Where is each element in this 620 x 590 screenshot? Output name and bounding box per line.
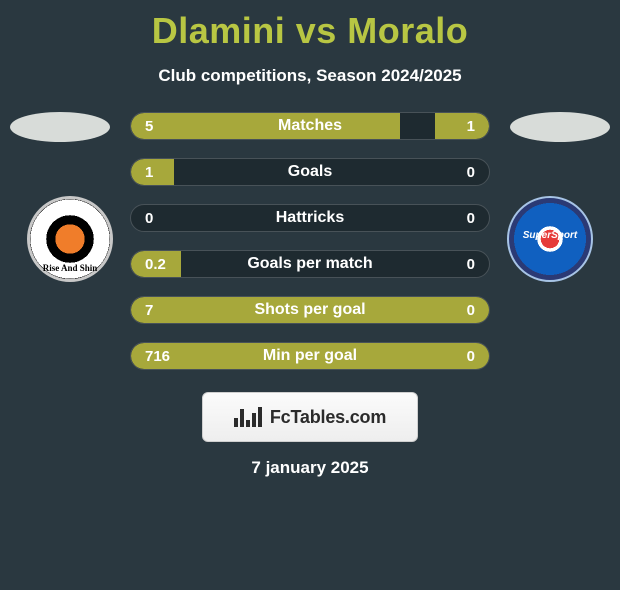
stat-row: 7160Min per goal <box>130 342 490 370</box>
subtitle: Club competitions, Season 2024/2025 <box>0 66 620 86</box>
stat-row: 70Shots per goal <box>130 296 490 324</box>
date-label: 7 january 2025 <box>0 458 620 478</box>
comparison-panel: 51Matches 10Goals 00Hattricks 0.20Goals per… <box>0 112 620 478</box>
stat-label: Matches <box>131 117 489 135</box>
club-badge-right <box>500 196 600 282</box>
brand-text: FcTables.com <box>270 407 386 428</box>
stat-label: Goals per match <box>131 255 489 273</box>
supersport-badge-icon <box>507 196 593 282</box>
stat-row: 0.20Goals per match <box>130 250 490 278</box>
stat-label: Hattricks <box>131 209 489 227</box>
player-avatar-left <box>10 112 110 142</box>
stat-row: 00Hattricks <box>130 204 490 232</box>
stat-label: Min per goal <box>131 347 489 365</box>
page-title: Dlamini vs Moralo <box>0 10 620 52</box>
stat-label: Shots per goal <box>131 301 489 319</box>
fctables-brand[interactable]: FcTables.com <box>202 392 418 442</box>
stat-label: Goals <box>131 163 489 181</box>
club-badge-left <box>20 196 120 282</box>
stat-row: 10Goals <box>130 158 490 186</box>
stat-row: 51Matches <box>130 112 490 140</box>
player-avatar-right <box>510 112 610 142</box>
stat-bars: 51Matches 10Goals 00Hattricks 0.20Goals per… <box>130 112 490 370</box>
bar-chart-icon <box>234 407 262 427</box>
polokwane-badge-icon <box>27 196 113 282</box>
